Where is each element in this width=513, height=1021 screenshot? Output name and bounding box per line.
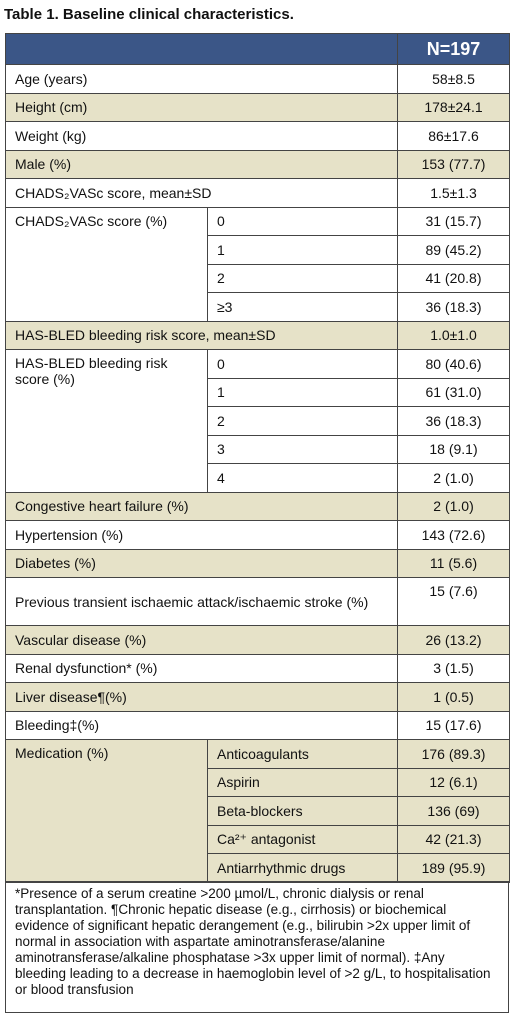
row-value: 1.0±1.0	[397, 320, 510, 350]
row-label: Bleeding‡(%)	[5, 710, 398, 740]
footnote: *Presence of a serum creatine >200 µmol/…	[5, 881, 509, 1013]
sub-label: Ca²⁺ antagonist	[207, 824, 398, 854]
table-row: Congestive heart failure (%) 2 (1.0)	[5, 491, 510, 521]
row-value: 58±8.5	[397, 64, 510, 94]
sub-label: Anticoagulants	[207, 739, 398, 769]
table-row: ≥3 36 (18.3)	[6, 292, 510, 322]
row-label: HAS-BLED bleeding risk score (%)	[5, 349, 208, 493]
sub-label: 2	[207, 406, 398, 436]
table-row: HAS-BLED bleeding risk score (%) 0 80 (40.…	[5, 349, 510, 493]
table-row: 2 41 (20.8)	[6, 263, 510, 293]
sub-label: 2	[207, 263, 398, 293]
table-row: Medication (%) Anticoagulants 176 (89.3)	[5, 739, 510, 883]
table-row: Vascular disease (%) 26 (13.2)	[5, 625, 510, 655]
sub-label: 0	[207, 349, 398, 379]
row-value: 61 (31.0)	[397, 377, 510, 407]
sub-label: 1	[207, 377, 398, 407]
row-value: 189 (95.9)	[397, 853, 510, 883]
table-row: Age (years) 58±8.5	[5, 64, 510, 94]
header-blank	[5, 33, 398, 65]
row-value: 178±24.1	[397, 92, 510, 122]
table-row: Bleeding‡(%) 15 (17.6)	[5, 710, 510, 740]
sub-label: 0	[207, 206, 398, 236]
table-row: Previous transient ischaemic attack/isch…	[5, 577, 510, 626]
row-value: 42 (21.3)	[397, 824, 510, 854]
row-value: 11 (5.6)	[397, 548, 510, 578]
row-value: 176 (89.3)	[397, 739, 510, 769]
row-value: 89 (45.2)	[397, 235, 510, 265]
row-value: 80 (40.6)	[397, 349, 510, 379]
table-title: Table 1. Baseline clinical characteristi…	[4, 6, 294, 23]
row-label: CHADS₂VASc score (%)	[5, 206, 208, 322]
row-value: 15 (17.6)	[397, 710, 510, 740]
row-label: Previous transient ischaemic attack/isch…	[5, 577, 398, 626]
table-row: CHADS₂VASc score (%) 0 31 (15.7)	[5, 206, 510, 322]
table-row: Male (%) 153 (77.7)	[5, 149, 510, 179]
sub-label: Antiarrhythmic drugs	[207, 853, 398, 883]
row-value: 1.5±1.3	[397, 178, 510, 208]
table-row: Weight (kg) 86±17.6	[5, 121, 510, 151]
row-label: Medication (%)	[5, 739, 208, 883]
sub-label: 1	[207, 235, 398, 265]
row-value: 153 (77.7)	[397, 149, 510, 179]
row-label: Age (years)	[5, 64, 398, 94]
row-value: 41 (20.8)	[397, 263, 510, 293]
row-value: 31 (15.7)	[397, 206, 510, 236]
header-row: N=197	[5, 33, 510, 65]
sub-label: 4	[207, 463, 398, 493]
row-value: 86±17.6	[397, 121, 510, 151]
row-label: Height (cm)	[5, 92, 398, 122]
row-value: 36 (18.3)	[397, 406, 510, 436]
row-value: 1 (0.5)	[397, 682, 510, 712]
row-value: 18 (9.1)	[397, 434, 510, 464]
row-value: 2 (1.0)	[397, 491, 510, 521]
row-label: Vascular disease (%)	[5, 625, 398, 655]
header-cell: N=197	[397, 33, 510, 65]
row-value: 36 (18.3)	[397, 292, 510, 322]
characteristics-table: N=197 Age (years) 58±8.5 Height (cm) 178±24…	[5, 33, 510, 883]
row-label: Male (%)	[5, 149, 398, 179]
table-row: CHADS₂VASc score, mean±SD 1.5±1.3	[5, 178, 510, 208]
sub-label: ≥3	[207, 292, 398, 322]
row-value: 136 (69)	[397, 796, 510, 826]
row-label: Diabetes (%)	[5, 548, 398, 578]
row-value: 12 (6.1)	[397, 767, 510, 797]
sub-label: 3	[207, 434, 398, 464]
table-row: HAS-BLED bleeding risk score, mean±SD 1.0…	[5, 320, 510, 350]
row-label: CHADS₂VASc score, mean±SD	[5, 178, 398, 208]
row-label: Liver disease¶(%)	[5, 682, 398, 712]
row-label: HAS-BLED bleeding risk score, mean±SD	[5, 320, 398, 350]
row-label: Hypertension (%)	[5, 520, 398, 550]
sub-label: Aspirin	[207, 767, 398, 797]
row-value: 3 (1.5)	[397, 653, 510, 683]
row-value: 26 (13.2)	[397, 625, 510, 655]
row-label: Renal dysfunction* (%)	[5, 653, 398, 683]
row-value: 15 (7.6)	[397, 577, 510, 626]
table-row: Renal dysfunction* (%) 3 (1.5)	[5, 653, 510, 683]
row-label: Weight (kg)	[5, 121, 398, 151]
table-row: Liver disease¶(%) 1 (0.5)	[5, 682, 510, 712]
sub-label: Beta-blockers	[207, 796, 398, 826]
row-value: 143 (72.6)	[397, 520, 510, 550]
table-row: Height (cm) 178±24.1	[5, 92, 510, 122]
row-value: 2 (1.0)	[397, 463, 510, 493]
row-label: Congestive heart failure (%)	[5, 491, 398, 521]
table-row: Hypertension (%) 143 (72.6)	[5, 520, 510, 550]
table-row: Diabetes (%) 11 (5.6)	[5, 548, 510, 578]
